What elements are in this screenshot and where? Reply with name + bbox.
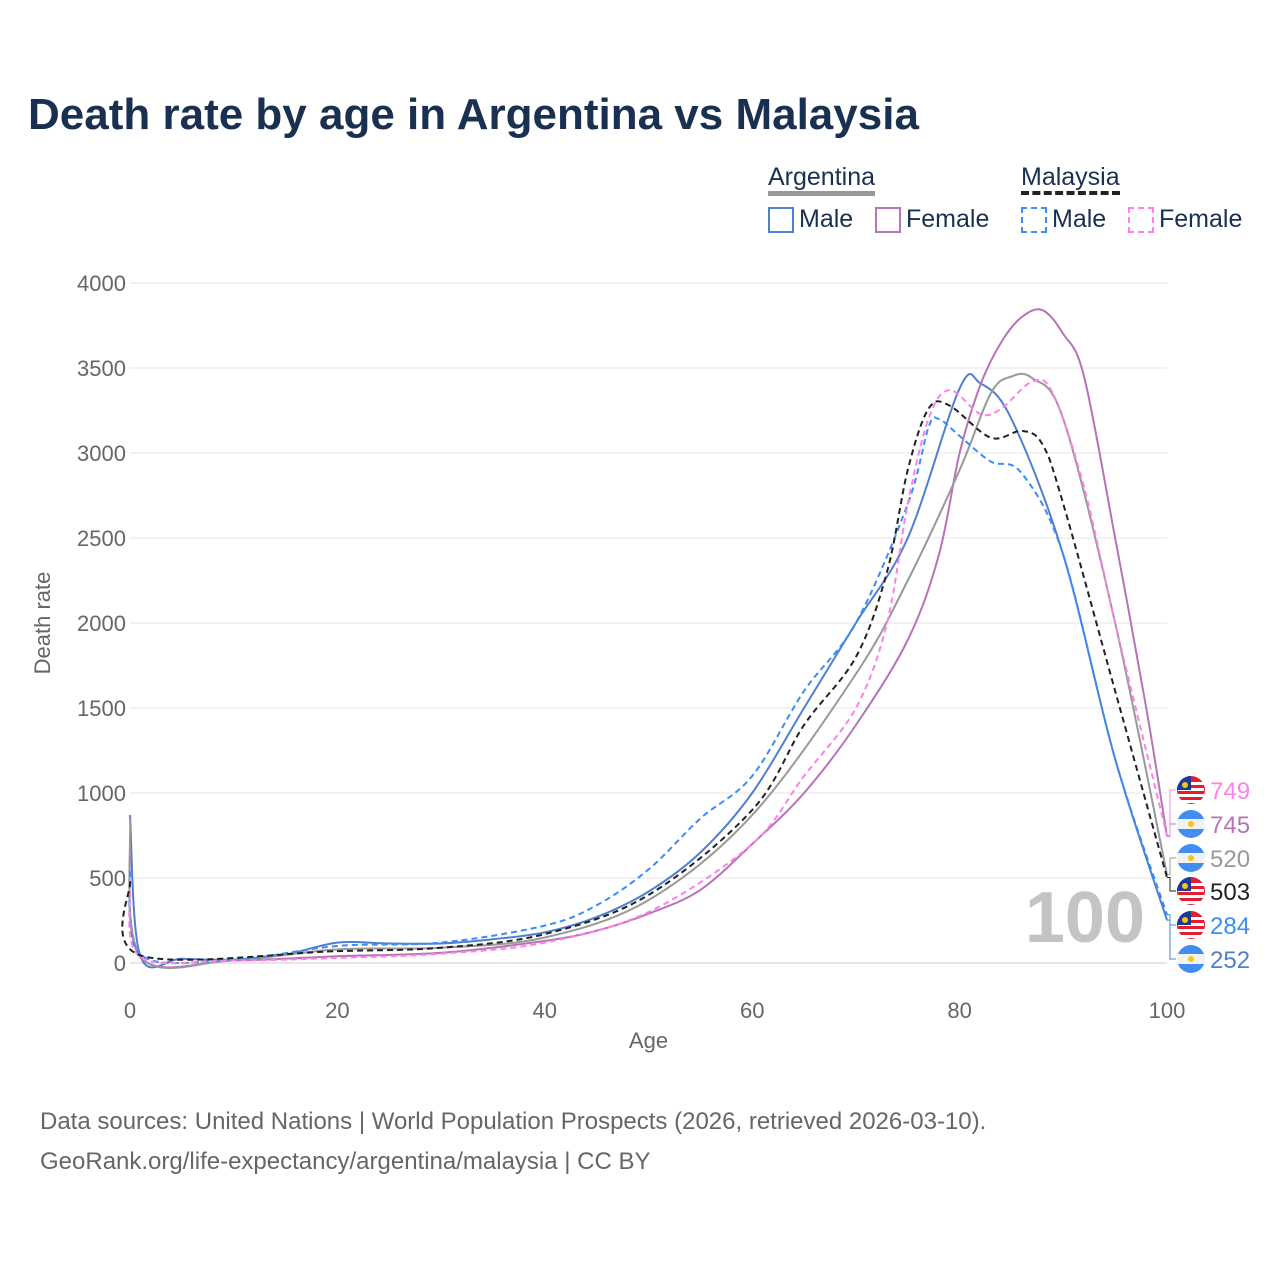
argentina-flag-sun (1188, 956, 1194, 962)
series-line-malaysia-male (128, 416, 1168, 965)
y-tick-label: 500 (89, 866, 126, 891)
label-connector (1167, 876, 1176, 892)
y-tick-label: 3000 (77, 441, 126, 466)
end-label: 749 (1210, 778, 1250, 805)
series-line-malaysia-total (121, 400, 1168, 961)
y-tick-label: 4000 (77, 271, 126, 296)
series-line-argentina-female (128, 308, 1168, 969)
series-line-malaysia-female (128, 378, 1168, 965)
y-tick-label: 1500 (77, 696, 126, 721)
legend-swatch (875, 206, 901, 233)
malaysia-flag-stripe (1178, 935, 1204, 938)
x-tick-label: 80 (947, 998, 971, 1023)
argentina-flag-sun (1188, 855, 1194, 861)
age-indicator: 100 (1025, 878, 1145, 958)
legend-label: Male (799, 205, 854, 233)
source-url[interactable]: GeoRank.org/life-expectancy/argentina/ma… (40, 1148, 651, 1175)
malaysia-flag-stripe (1178, 901, 1204, 904)
end-label: 520 (1210, 846, 1250, 873)
label-connector (1167, 914, 1176, 926)
legend-malaysia-female[interactable]: Female (1128, 205, 1242, 234)
end-label: 745 (1210, 812, 1250, 839)
series-line-argentina-total (128, 372, 1168, 970)
y-tick-label: 2000 (77, 611, 126, 636)
end-label: 284 (1210, 913, 1250, 940)
legend-group-malaysia[interactable]: Malaysia (1021, 163, 1120, 195)
label-connector (1167, 857, 1176, 876)
legend-argentina-male[interactable]: Male (768, 205, 853, 234)
malaysia-flag-moon (1182, 883, 1188, 889)
chart-title: Death rate by age in Argentina vs Malays… (28, 90, 919, 139)
x-axis-label: Age (629, 1028, 668, 1053)
malaysia-flag-stripe (1178, 895, 1204, 898)
legend-label: Female (906, 205, 990, 233)
legend-argentina-female[interactable]: Female (875, 205, 989, 234)
legend-malaysia-male[interactable]: Male (1021, 205, 1106, 234)
legend-swatch (1021, 206, 1047, 233)
x-tick-label: 40 (533, 998, 557, 1023)
malaysia-flag-stripe (1178, 794, 1204, 797)
x-tick-label: 0 (124, 998, 136, 1023)
malaysia-flag-moon (1182, 917, 1188, 923)
legend-label: Female (1159, 205, 1243, 233)
x-tick-label: 60 (740, 998, 764, 1023)
y-tick-label: 2500 (77, 526, 126, 551)
legend-group-argentina[interactable]: Argentina (768, 163, 876, 196)
label-connector (1167, 823, 1176, 837)
source-text: Data sources: United Nations | World Pop… (40, 1108, 987, 1135)
end-label: 252 (1210, 947, 1250, 974)
legend-swatch (768, 206, 794, 233)
x-tick-label: 20 (325, 998, 349, 1023)
legend-label: Male (1052, 205, 1107, 233)
label-connector (1167, 919, 1176, 960)
y-tick-label: 1000 (77, 781, 126, 806)
malaysia-flag-moon (1182, 782, 1188, 788)
y-tick-label: 3500 (77, 356, 126, 381)
malaysia-flag-stripe (1178, 929, 1204, 932)
legend-swatch (1128, 206, 1154, 233)
label-connector (1167, 789, 1176, 837)
argentina-flag-sun (1188, 821, 1194, 827)
end-label: 503 (1210, 879, 1250, 906)
x-tick-label: 100 (1149, 998, 1186, 1023)
malaysia-flag-stripe (1178, 800, 1204, 803)
y-tick-label: 0 (114, 951, 126, 976)
y-axis-label: Death rate (30, 572, 55, 675)
